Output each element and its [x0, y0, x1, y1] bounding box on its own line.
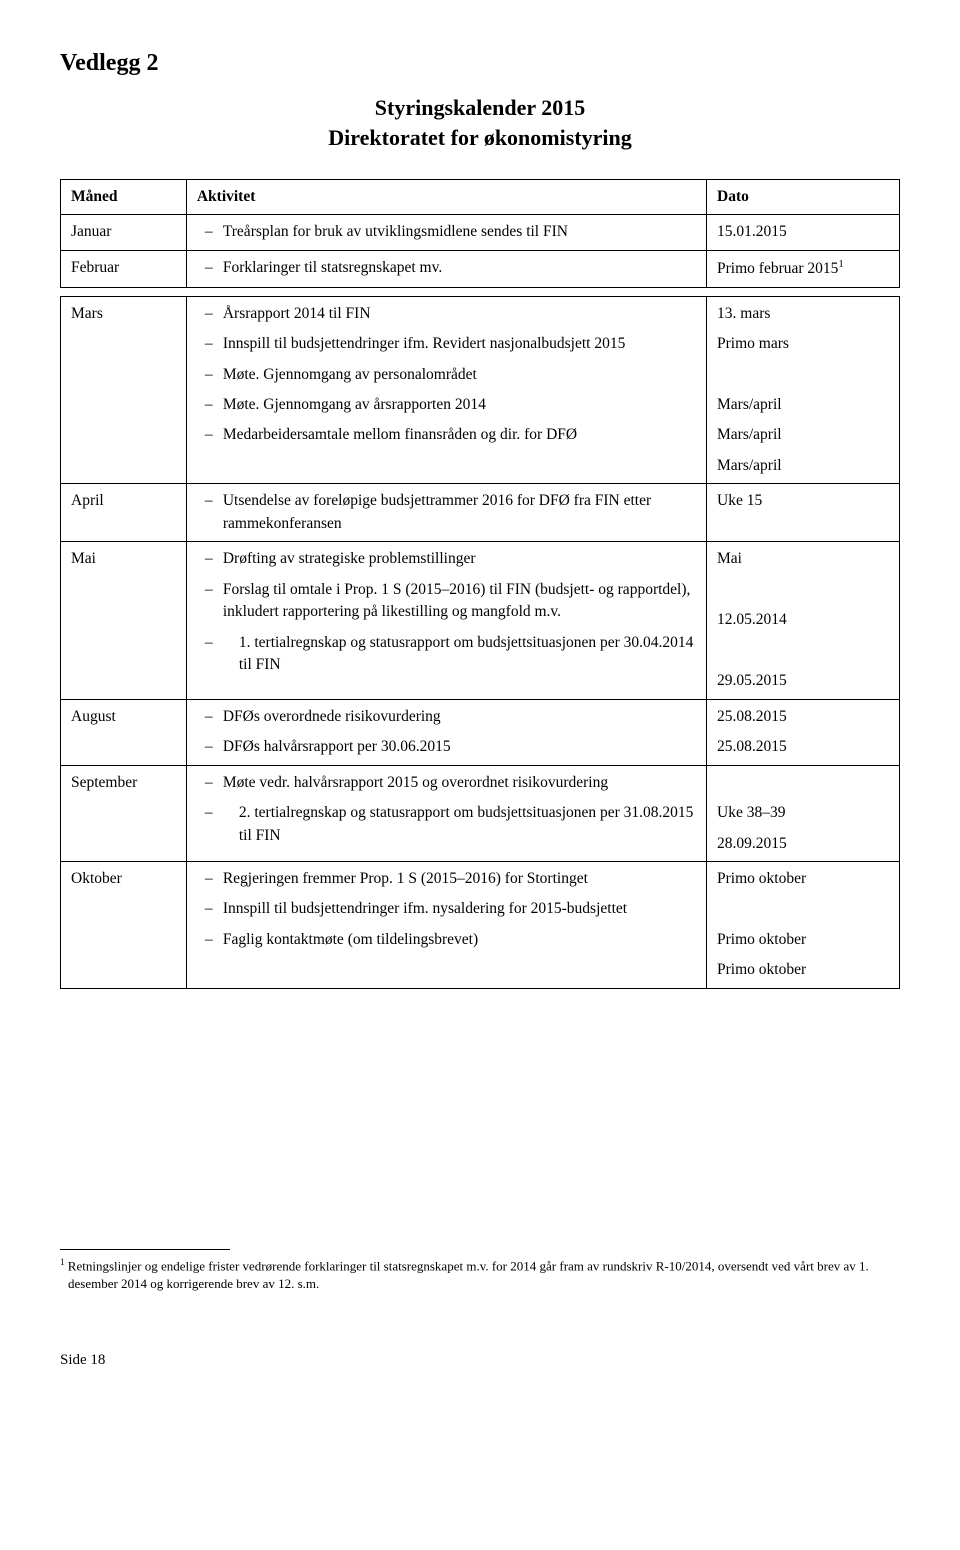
- date-value: [717, 772, 889, 794]
- activity-item: Treårsplan for bruk av utviklingsmidlene…: [197, 221, 696, 243]
- date-value: 25.08.2015: [717, 736, 889, 758]
- date-value: Mars/april: [717, 455, 889, 477]
- date-value: 25.08.2015: [717, 706, 889, 728]
- activity-item: Møte. Gjennomgang av årsrapporten 2014: [197, 394, 696, 416]
- date-cell: Mai 12.05.2014 29.05.2015: [707, 542, 900, 699]
- date-cell: Uke 38–39 28.09.2015: [707, 765, 900, 861]
- activity-item: 1. tertialregnskap og statusrapport om b…: [197, 632, 696, 677]
- activity-cell: Møte vedr. halvårsrapport 2015 og overor…: [186, 765, 706, 861]
- date-value: Primo februar 20151: [717, 257, 889, 281]
- date-value: Primo oktober: [717, 959, 889, 981]
- activity-item: Innspill til budsjettendringer ifm. Revi…: [197, 333, 696, 355]
- date-value: 28.09.2015: [717, 833, 889, 855]
- date-value: Uke 15: [717, 490, 889, 512]
- calendar-table-2: Mars Årsrapport 2014 til FIN Innspill til …: [60, 296, 900, 989]
- activity-item: DFØs halvårsrapport per 30.06.2015: [197, 736, 696, 758]
- activity-cell: Drøfting av strategiske problemstillinge…: [186, 542, 706, 699]
- heading-subtitle: Direktoratet for økonomistyring: [60, 125, 900, 151]
- footnote-separator: [60, 1249, 230, 1250]
- date-cell: 25.08.2015 25.08.2015: [707, 699, 900, 765]
- col-header-activity: Aktivitet: [186, 180, 706, 215]
- month-cell: Februar: [61, 250, 187, 287]
- activity-item: 2. tertialregnskap og statusrapport om b…: [197, 802, 696, 847]
- month-cell: Januar: [61, 215, 187, 250]
- activity-item: Medarbeidersamtale mellom finansråden og…: [197, 424, 696, 446]
- date-cell: 13. mars Primo mars Mars/april Mars/april M…: [707, 296, 900, 484]
- month-cell: Mars: [61, 296, 187, 484]
- activity-item: Årsrapport 2014 til FIN: [197, 303, 696, 325]
- calendar-table-1: Måned Aktivitet Dato Januar Treårsplan fo…: [60, 179, 900, 288]
- activity-item: Møte vedr. halvårsrapport 2015 og overor…: [197, 772, 696, 794]
- date-value: 15.01.2015: [717, 221, 889, 243]
- month-cell: August: [61, 699, 187, 765]
- table-row: Mai Drøfting av strategiske problemstilli…: [61, 542, 900, 699]
- date-value: Mai: [717, 548, 889, 570]
- date-value: [717, 364, 889, 386]
- activity-item: Regjeringen fremmer Prop. 1 S (2015–2016…: [197, 868, 696, 890]
- activity-item: Drøfting av strategiske problemstillinge…: [197, 548, 696, 570]
- date-value: Mars/april: [717, 394, 889, 416]
- date-cell: 15.01.2015: [707, 215, 900, 250]
- date-value: [717, 898, 889, 920]
- date-value: Primo oktober: [717, 929, 889, 951]
- activity-item: Møte. Gjennomgang av personalområdet: [197, 364, 696, 386]
- activity-cell: DFØs overordnede risikovurdering DFØs hal…: [186, 699, 706, 765]
- date-value: Primo oktober: [717, 868, 889, 890]
- activity-item: DFØs overordnede risikovurdering: [197, 706, 696, 728]
- activity-cell: Regjeringen fremmer Prop. 1 S (2015–2016…: [186, 862, 706, 989]
- table-row: Mars Årsrapport 2014 til FIN Innspill til …: [61, 296, 900, 484]
- table-row: Februar Forklaringer til statsregnskapet …: [61, 250, 900, 287]
- month-cell: Oktober: [61, 862, 187, 989]
- date-value: [717, 579, 889, 601]
- date-value: Primo mars: [717, 333, 889, 355]
- date-value: 13. mars: [717, 303, 889, 325]
- activity-cell: Treårsplan for bruk av utviklingsmidlene…: [186, 215, 706, 250]
- activity-item: Utsendelse av foreløpige budsjettrammer …: [197, 490, 696, 535]
- month-cell: April: [61, 484, 187, 542]
- date-value: Uke 38–39: [717, 802, 889, 824]
- page-number: Side 18: [60, 1352, 900, 1369]
- date-value: [717, 640, 889, 662]
- table-row: Januar Treårsplan for bruk av utviklingsm…: [61, 215, 900, 250]
- activity-cell: Årsrapport 2014 til FIN Innspill til buds…: [186, 296, 706, 484]
- activity-item: Innspill til budsjettendringer ifm. nysa…: [197, 898, 696, 920]
- activity-cell: Utsendelse av foreløpige budsjettrammer …: [186, 484, 706, 542]
- date-cell: Primo oktober Primo oktober Primo oktober: [707, 862, 900, 989]
- date-value: Mars/april: [717, 424, 889, 446]
- date-cell: Primo februar 20151: [707, 250, 900, 287]
- col-header-month: Måned: [61, 180, 187, 215]
- date-value: 29.05.2015: [717, 670, 889, 692]
- activity-item: Faglig kontaktmøte (om tildelingsbrevet): [197, 929, 696, 951]
- heading-vedlegg: Vedlegg 2: [60, 50, 900, 77]
- table-row: AprilUtsendelse av foreløpige budsjettra…: [61, 484, 900, 542]
- heading-title: Styringskalender 2015: [60, 95, 900, 121]
- month-cell: Mai: [61, 542, 187, 699]
- activity-cell: Forklaringer til statsregnskapet mv.: [186, 250, 706, 287]
- date-value: 12.05.2014: [717, 609, 889, 631]
- table-row: September Møte vedr. halvårsrapport 2015 …: [61, 765, 900, 861]
- table-row: AugustDFØs overordnede risikovurderingDF…: [61, 699, 900, 765]
- activity-item: Forslag til omtale i Prop. 1 S (2015–201…: [197, 579, 696, 624]
- footnote-text: 1 Retningslinjer og endelige frister ved…: [60, 1256, 900, 1292]
- table-row: Oktober Regjeringen fremmer Prop. 1 S (20…: [61, 862, 900, 989]
- date-cell: Uke 15: [707, 484, 900, 542]
- month-cell: September: [61, 765, 187, 861]
- activity-item: Forklaringer til statsregnskapet mv.: [197, 257, 696, 279]
- col-header-date: Dato: [707, 180, 900, 215]
